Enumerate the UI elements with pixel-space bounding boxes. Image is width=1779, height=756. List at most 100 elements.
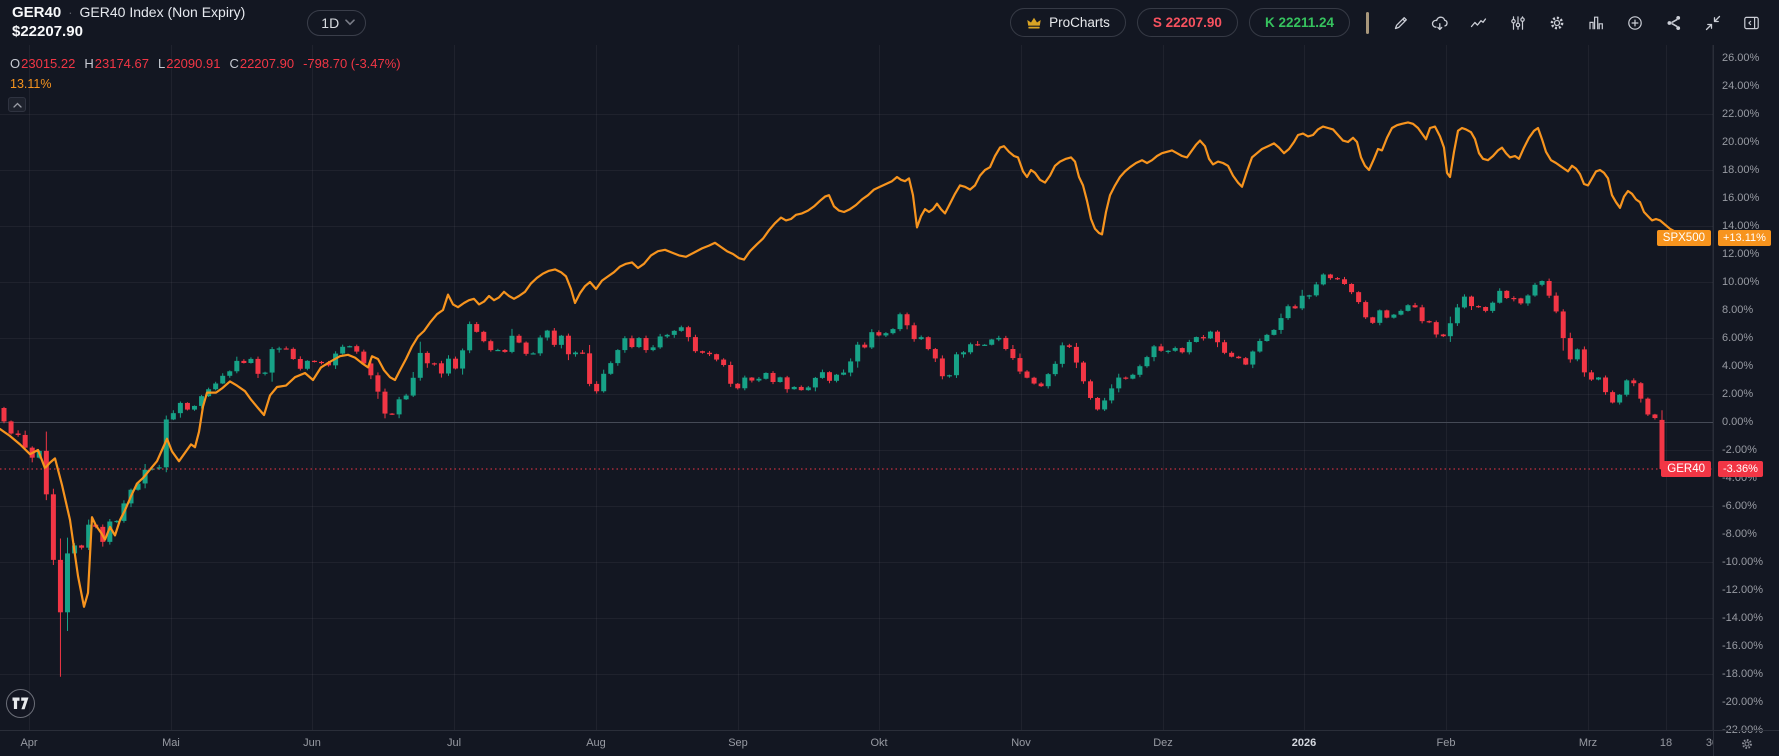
y-axis-label: -8.00% — [1722, 528, 1757, 540]
ger40-price-badge: -3.36% — [1718, 461, 1763, 478]
chart-style-button[interactable] — [1576, 8, 1615, 38]
x-axis-label: Aug — [586, 737, 606, 749]
symbol-name[interactable]: GER40 — [12, 3, 62, 21]
spx500-line — [0, 121, 1687, 608]
high-value: 23174.67 — [94, 56, 149, 71]
y-axis-label: 4.00% — [1722, 360, 1754, 372]
chevron-up-icon — [12, 102, 22, 108]
spx500-series-badge: SPX500 — [1656, 230, 1711, 247]
y-axis-label: -12.00% — [1722, 584, 1763, 596]
open-label: O — [10, 56, 21, 71]
y-axis-label: 2.00% — [1722, 388, 1754, 400]
y-axis-label: 16.00% — [1722, 192, 1760, 204]
x-axis-label: 18 — [1659, 737, 1673, 749]
y-axis-label: 22.00% — [1722, 108, 1760, 120]
y-axis-label: -14.00% — [1722, 612, 1763, 624]
x-axis-label: Jun — [303, 737, 321, 749]
gear-icon — [1550, 16, 1563, 29]
y-axis-label: 26.00% — [1722, 52, 1760, 64]
ger40-candles — [1, 273, 1665, 677]
symbol-separator: · — [68, 5, 73, 20]
y-axis-label: -20.00% — [1722, 696, 1763, 708]
plus-circle-icon — [1627, 15, 1642, 30]
chart-canvas[interactable] — [0, 45, 1713, 730]
timeframe-selector[interactable]: 1D — [307, 9, 367, 36]
buy-button[interactable]: K 22211.24 — [1248, 8, 1350, 37]
y-axis-label: -10.00% — [1722, 556, 1763, 568]
open-value: 23015.22 — [21, 56, 76, 71]
timeframe-value: 1D — [321, 14, 340, 31]
minimize-button[interactable] — [1693, 8, 1732, 38]
buy-label: K 22211.24 — [1264, 15, 1334, 30]
x-axis-label: Sep — [728, 737, 748, 749]
low-value: 22090.91 — [166, 56, 221, 71]
tradingview-logo[interactable] — [6, 689, 35, 718]
time-axis[interactable]: Apr Mai Jun Jul Aug Sep Okt Nov Dez 2026 Feb Mrz 18 3… — [0, 730, 1713, 756]
tradingview-logo-icon — [12, 697, 29, 710]
x-axis-label: Feb — [1436, 737, 1456, 749]
y-axis-label: -18.00% — [1722, 668, 1763, 680]
y-axis-label: -16.00% — [1722, 640, 1763, 652]
y-axis-label: 14.00% — [1722, 220, 1760, 232]
collapse-arrows-icon — [1705, 15, 1720, 30]
x-axis-label: Mai — [162, 737, 180, 749]
y-axis-label: 8.00% — [1722, 304, 1754, 316]
pencil-icon — [1394, 16, 1407, 29]
x-axis-label: Dez — [1153, 737, 1173, 749]
share-button[interactable] — [1654, 8, 1693, 38]
indicators-button[interactable] — [1498, 8, 1537, 38]
chart-region: O23015.22 H23174.67 L22090.91 C22207.90 … — [0, 45, 1779, 756]
crown-icon — [1027, 17, 1041, 28]
price-axis[interactable]: 26.00% 24.00% 22.00% 20.00% 18.00% 16.00% 14.0… — [1713, 45, 1779, 756]
add-button[interactable] — [1615, 8, 1654, 38]
y-axis-label: 6.00% — [1722, 332, 1754, 344]
sliders-icon — [1510, 15, 1525, 30]
x-axis-label: Nov — [1011, 737, 1031, 749]
symbol-block: GER40 · GER40 Index (Non Expiry) $22207.… — [12, 4, 245, 42]
share-icon — [1667, 15, 1680, 30]
axis-gear-icon — [1741, 738, 1752, 749]
ger40-series-badge: GER40 — [1661, 461, 1711, 478]
x-axis-label: Mrz — [1578, 737, 1598, 749]
sell-button[interactable]: S 22207.90 — [1136, 8, 1238, 37]
toggle-panel-button[interactable] — [1732, 8, 1771, 38]
x-axis-label: Apr — [20, 737, 38, 749]
trend-line-button[interactable] — [1459, 8, 1498, 38]
x-axis-label: 2026 — [1291, 737, 1317, 749]
draw-button[interactable] — [1381, 8, 1420, 38]
header-actions: ProCharts S 22207.90 K 22211.24 — [999, 8, 1771, 38]
y-axis-label: 24.00% — [1722, 80, 1760, 92]
low-label: L — [157, 56, 166, 71]
y-axis-label: -6.00% — [1722, 500, 1757, 512]
ohlc-legend: O23015.22 H23174.67 L22090.91 C22207.90 … — [10, 56, 401, 71]
compare-legend-value: 13.11% — [10, 77, 52, 91]
spx500-price-badge: +13.11% — [1718, 230, 1771, 247]
axis-settings-corner[interactable] — [1713, 730, 1779, 756]
legend-collapse-button[interactable] — [8, 97, 26, 112]
y-axis-label: 20.00% — [1722, 136, 1760, 148]
symbol-price: $22207.90 — [12, 22, 83, 40]
y-axis-label: 18.00% — [1722, 164, 1760, 176]
high-label: H — [84, 56, 94, 71]
y-axis-label: 10.00% — [1722, 276, 1760, 288]
procharts-label: ProCharts — [1049, 15, 1110, 30]
close-value: 22207.90 — [239, 56, 295, 71]
toolbar-divider — [1366, 11, 1369, 34]
y-axis-label: 12.00% — [1722, 248, 1760, 260]
change-value: -798.70 (-3.47%) — [303, 56, 401, 71]
chevron-down-icon — [345, 19, 355, 26]
bars-icon — [1588, 16, 1603, 29]
procharts-button[interactable]: ProCharts — [1010, 8, 1126, 37]
cloud-save-button[interactable] — [1420, 8, 1459, 38]
close-label: C — [229, 56, 239, 71]
y-axis-label: -2.00% — [1722, 444, 1757, 456]
x-axis-label: 30 — [1705, 737, 1713, 749]
y-axis-label: 0.00% — [1722, 416, 1754, 428]
squiggle-line-icon — [1470, 17, 1487, 27]
settings-button[interactable] — [1537, 8, 1576, 38]
cloud-icon — [1431, 16, 1448, 30]
sell-label: S 22207.90 — [1152, 15, 1222, 30]
panel-right-icon — [1744, 16, 1759, 29]
x-axis-label: Jul — [446, 737, 462, 749]
